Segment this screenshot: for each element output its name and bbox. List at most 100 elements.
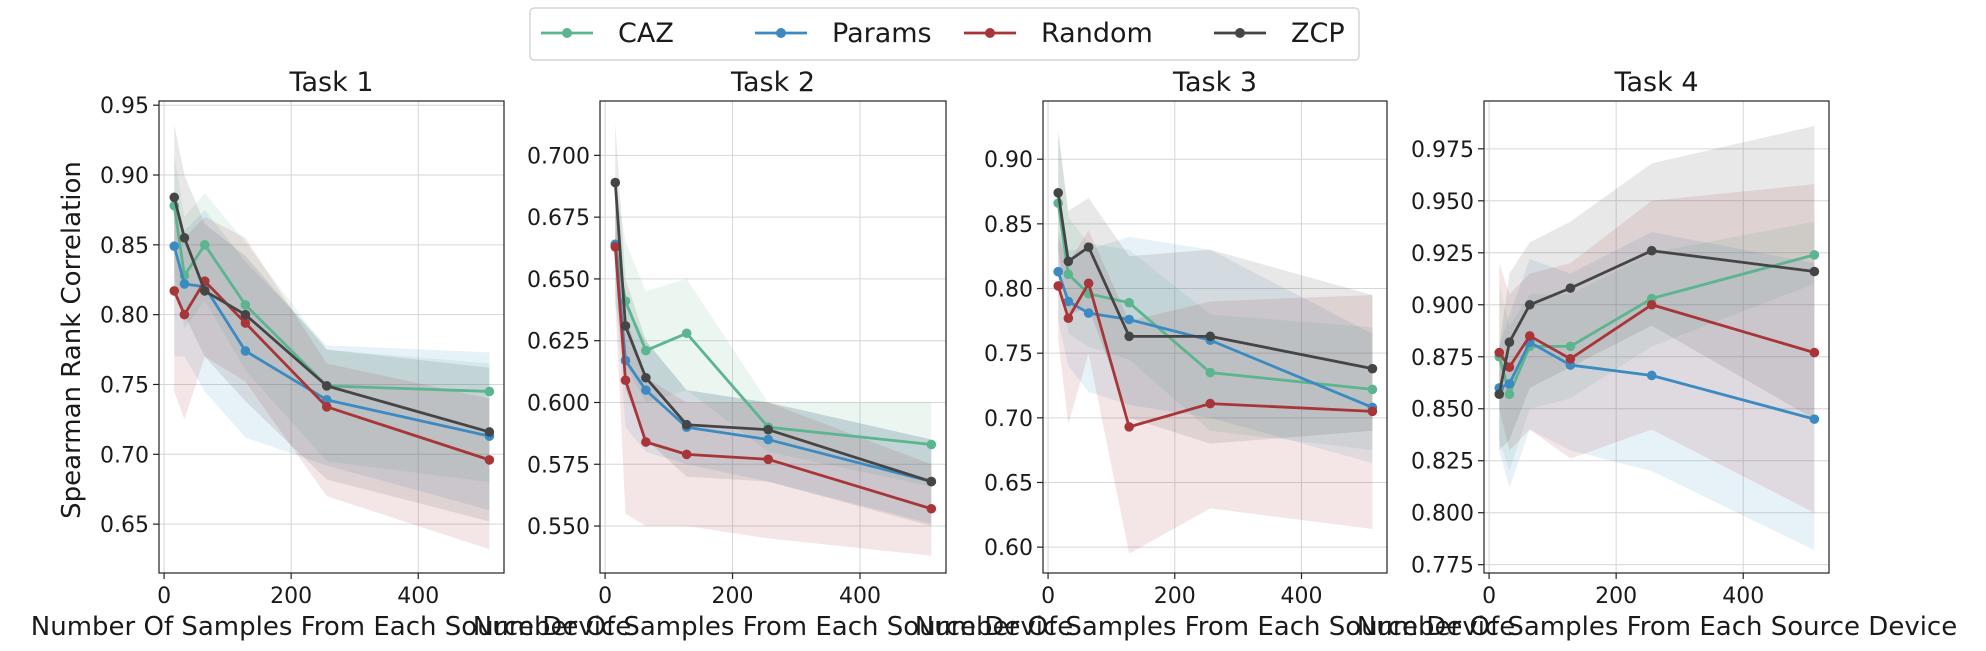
y-tick-label: 0.575 <box>527 453 590 478</box>
y-tick-label: 0.90 <box>100 164 149 189</box>
point-random <box>926 503 937 514</box>
y-tick-label: 0.75 <box>984 342 1033 367</box>
band-params <box>615 180 932 524</box>
point-caz <box>926 439 937 450</box>
legend-entry-zcp: ZCP <box>1214 18 1345 49</box>
y-tick-label: 0.65 <box>100 513 149 538</box>
point-caz <box>1809 250 1820 260</box>
band-random <box>1499 184 1815 513</box>
point-random <box>620 375 631 386</box>
series-params <box>1494 337 1820 424</box>
panel-task-4: 0.775 0.800 0.825 0.850 0.875 0.900 0.925 0.950… <box>1357 67 1957 642</box>
point-zcp <box>610 177 621 188</box>
point-params <box>1063 296 1074 307</box>
series-random <box>1053 278 1378 432</box>
y-tick-label: 0.700 <box>527 144 590 169</box>
point-params <box>641 385 651 395</box>
point-zcp <box>199 286 210 296</box>
band-zcp <box>1058 133 1373 444</box>
point-zcp <box>1809 266 1820 277</box>
y-tick-label: 0.625 <box>527 330 590 355</box>
band-random <box>174 202 490 550</box>
point-zcp <box>1063 256 1074 267</box>
y-tick-label: 0.800 <box>1411 502 1474 527</box>
point-caz <box>1367 384 1378 395</box>
band-params <box>1058 230 1373 464</box>
point-random <box>1124 422 1134 432</box>
point-zcp <box>1367 363 1378 374</box>
y-tick-label: 0.775 <box>1411 554 1474 579</box>
plot-frame <box>1042 100 1388 574</box>
point-params <box>169 241 180 252</box>
legend-entry-params: Params <box>755 18 932 49</box>
x-tick-label: 0 <box>157 584 171 609</box>
point-caz <box>1063 269 1074 280</box>
point-random <box>610 242 621 252</box>
band-params <box>1499 231 1815 551</box>
y-tick-label: 0.70 <box>100 443 149 468</box>
point-params <box>763 434 774 445</box>
point-random <box>1053 281 1064 291</box>
plot-frame <box>1483 100 1830 574</box>
band-random <box>1058 230 1373 554</box>
chart-panels: 0.650.700.750.800.850.900.950 200 400Task … <box>31 67 1957 642</box>
point-random <box>681 449 692 460</box>
point-random <box>1205 398 1216 409</box>
x-axis-label: Number Of Samples From Each Source Devic… <box>473 612 1073 642</box>
point-caz <box>240 300 251 310</box>
point-zcp <box>1504 337 1515 347</box>
point-params <box>1646 370 1657 381</box>
point-caz <box>1504 389 1515 399</box>
y-tick-label: 0.90 <box>984 148 1033 173</box>
point-zcp <box>240 309 251 320</box>
series-random <box>1494 299 1820 372</box>
point-random <box>321 402 332 412</box>
x-tick-label: 0 <box>598 584 612 609</box>
band-caz <box>1058 126 1373 451</box>
point-params <box>1124 314 1134 325</box>
band-caz <box>1499 221 1815 472</box>
x-axis-label: Number Of Samples From Each Source Devic… <box>915 612 1515 642</box>
band-caz <box>174 154 490 483</box>
line-random <box>1056 281 1373 429</box>
legend-marker <box>776 28 786 38</box>
point-params <box>179 279 190 289</box>
line-zcp <box>1056 192 1373 371</box>
plot-frame <box>158 100 505 574</box>
y-tick-label: 0.975 <box>1411 138 1474 163</box>
y-tick-label: 0.80 <box>984 278 1033 303</box>
y-tick-label: 0.650 <box>527 268 590 293</box>
point-zcp <box>620 321 631 331</box>
legend-marker <box>1235 28 1245 38</box>
point-zcp <box>1124 331 1134 342</box>
point-caz <box>199 240 210 250</box>
grid <box>159 101 504 573</box>
x-tick-label: 200 <box>270 584 312 609</box>
x-tick-label: 400 <box>1722 584 1764 609</box>
point-zcp <box>1565 283 1576 293</box>
x-tick-label: 0 <box>1482 584 1496 609</box>
y-tick-label: 0.65 <box>984 471 1033 496</box>
legend-label: Params <box>832 18 932 49</box>
point-random <box>1565 354 1576 364</box>
plot-frame <box>599 100 947 574</box>
y-tick-label: 0.75 <box>100 373 149 398</box>
y-tick-label: 0.950 <box>1411 190 1474 215</box>
y-tick-label: 0.60 <box>984 536 1033 561</box>
point-random <box>1524 331 1535 341</box>
band-zcp <box>1499 125 1815 451</box>
line-params <box>1056 271 1373 409</box>
point-random <box>641 437 651 447</box>
x-axis-label: Number Of Samples From Each Source Devic… <box>1357 612 1957 642</box>
point-zcp <box>641 372 651 383</box>
point-zcp <box>179 233 190 243</box>
point-caz <box>484 386 495 397</box>
x-axis-label: Number Of Samples From Each Source Devic… <box>31 612 631 642</box>
y-tick-label: 0.675 <box>527 206 590 231</box>
x-tick-label: 200 <box>712 584 754 609</box>
line-zcp <box>172 197 490 434</box>
point-zcp <box>1646 245 1657 256</box>
legend-label: ZCP <box>1291 18 1345 49</box>
line-params <box>172 245 490 438</box>
point-params <box>321 395 332 405</box>
